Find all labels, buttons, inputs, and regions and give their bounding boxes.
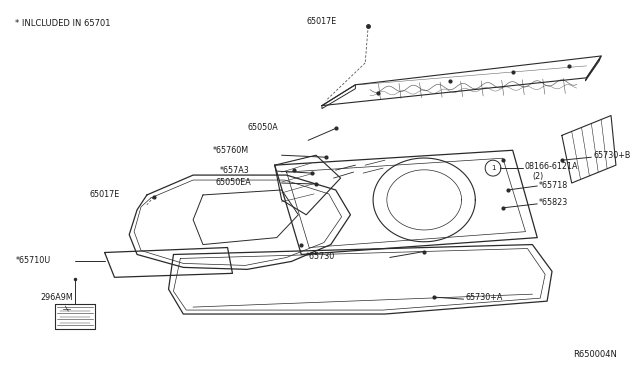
Text: *65760M: *65760M — [212, 146, 249, 155]
Text: *65718: *65718 — [540, 180, 568, 189]
Text: 65730+B: 65730+B — [593, 151, 630, 160]
Text: (2): (2) — [532, 171, 543, 180]
Text: 65017E: 65017E — [306, 17, 337, 26]
Text: 65050EA: 65050EA — [216, 177, 252, 186]
Text: *657A3: *657A3 — [220, 166, 250, 174]
Text: *65730: *65730 — [306, 252, 335, 261]
Text: 65017E: 65017E — [90, 190, 120, 199]
Text: 65730+A: 65730+A — [465, 293, 503, 302]
Text: 296A9M: 296A9M — [41, 293, 74, 302]
Text: 08166-6121A: 08166-6121A — [525, 162, 578, 171]
Text: * INLCLUDED IN 65701: * INLCLUDED IN 65701 — [15, 19, 111, 28]
Text: 1: 1 — [491, 165, 495, 171]
Text: *65710U: *65710U — [16, 256, 51, 265]
Text: 65050A: 65050A — [247, 123, 278, 132]
Text: *65823: *65823 — [540, 198, 568, 207]
Text: R650004N: R650004N — [573, 350, 617, 359]
